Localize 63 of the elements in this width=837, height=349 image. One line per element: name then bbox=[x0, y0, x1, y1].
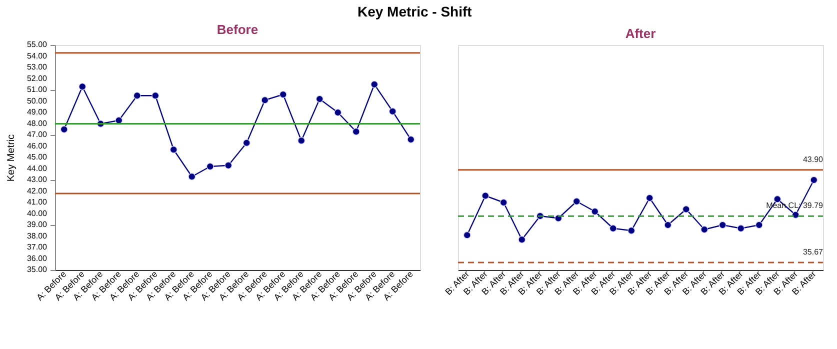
point bbox=[60, 126, 68, 134]
point bbox=[242, 139, 250, 147]
point bbox=[700, 226, 708, 234]
point bbox=[316, 95, 324, 103]
point bbox=[792, 211, 800, 219]
point bbox=[170, 146, 178, 154]
y-tick-label: 48.00 bbox=[26, 118, 48, 128]
point bbox=[224, 162, 232, 170]
point bbox=[152, 92, 160, 100]
y-tick-label: 50.00 bbox=[26, 96, 48, 106]
y-tick-label: 44.00 bbox=[26, 164, 48, 173]
point bbox=[755, 221, 763, 229]
point bbox=[609, 224, 617, 232]
y-tick-label: 55.00 bbox=[26, 40, 48, 49]
point bbox=[718, 221, 726, 229]
y-tick-label: 45.00 bbox=[26, 152, 48, 162]
y-tick-label: 42.00 bbox=[26, 186, 48, 196]
point bbox=[774, 195, 782, 203]
point bbox=[388, 108, 396, 116]
y-tick-label: 52.00 bbox=[26, 74, 48, 83]
y-tick-label: 47.00 bbox=[26, 130, 48, 139]
ref-line-label: 35.67 bbox=[802, 247, 824, 256]
y-tick-label: 35.00 bbox=[26, 265, 48, 274]
ref-line-label: 43.90 bbox=[802, 154, 824, 164]
point bbox=[298, 136, 306, 144]
point bbox=[206, 162, 214, 170]
point bbox=[463, 231, 471, 239]
point bbox=[78, 82, 86, 90]
y-tick-label: 39.00 bbox=[26, 220, 48, 229]
point bbox=[664, 221, 672, 229]
y-tick-label: 38.00 bbox=[26, 231, 48, 240]
y-axis-title: Key Metric bbox=[6, 134, 17, 182]
y-tick-label: 51.00 bbox=[26, 85, 48, 94]
point bbox=[370, 80, 378, 88]
y-tick-label: 53.00 bbox=[26, 62, 48, 72]
y-tick-label: 43.00 bbox=[26, 175, 48, 184]
y-tick-label: 46.00 bbox=[26, 141, 48, 150]
point bbox=[518, 236, 526, 244]
point bbox=[279, 90, 287, 98]
y-tick-label: 40.00 bbox=[26, 208, 48, 218]
chart-title: Key Metric - Shift bbox=[357, 4, 472, 20]
y-tick-label: 54.00 bbox=[26, 51, 48, 60]
point bbox=[737, 224, 745, 232]
y-tick-label: 37.00 bbox=[26, 242, 48, 252]
point bbox=[572, 198, 580, 206]
point bbox=[334, 108, 342, 116]
y-tick-label: 41.00 bbox=[26, 198, 48, 206]
point bbox=[133, 92, 141, 100]
point bbox=[352, 128, 360, 136]
point bbox=[646, 194, 654, 202]
point bbox=[591, 208, 599, 216]
point bbox=[628, 226, 636, 234]
y-tick-label: 49.00 bbox=[26, 108, 48, 116]
point bbox=[261, 96, 269, 104]
point bbox=[682, 206, 690, 213]
chart-title: After bbox=[625, 26, 656, 41]
point bbox=[188, 172, 196, 180]
point bbox=[500, 198, 508, 206]
point bbox=[482, 192, 490, 200]
point bbox=[810, 176, 818, 184]
point bbox=[407, 136, 415, 144]
chart-subtitle: Before bbox=[216, 22, 258, 37]
y-tick-label: 36.00 bbox=[26, 254, 48, 263]
